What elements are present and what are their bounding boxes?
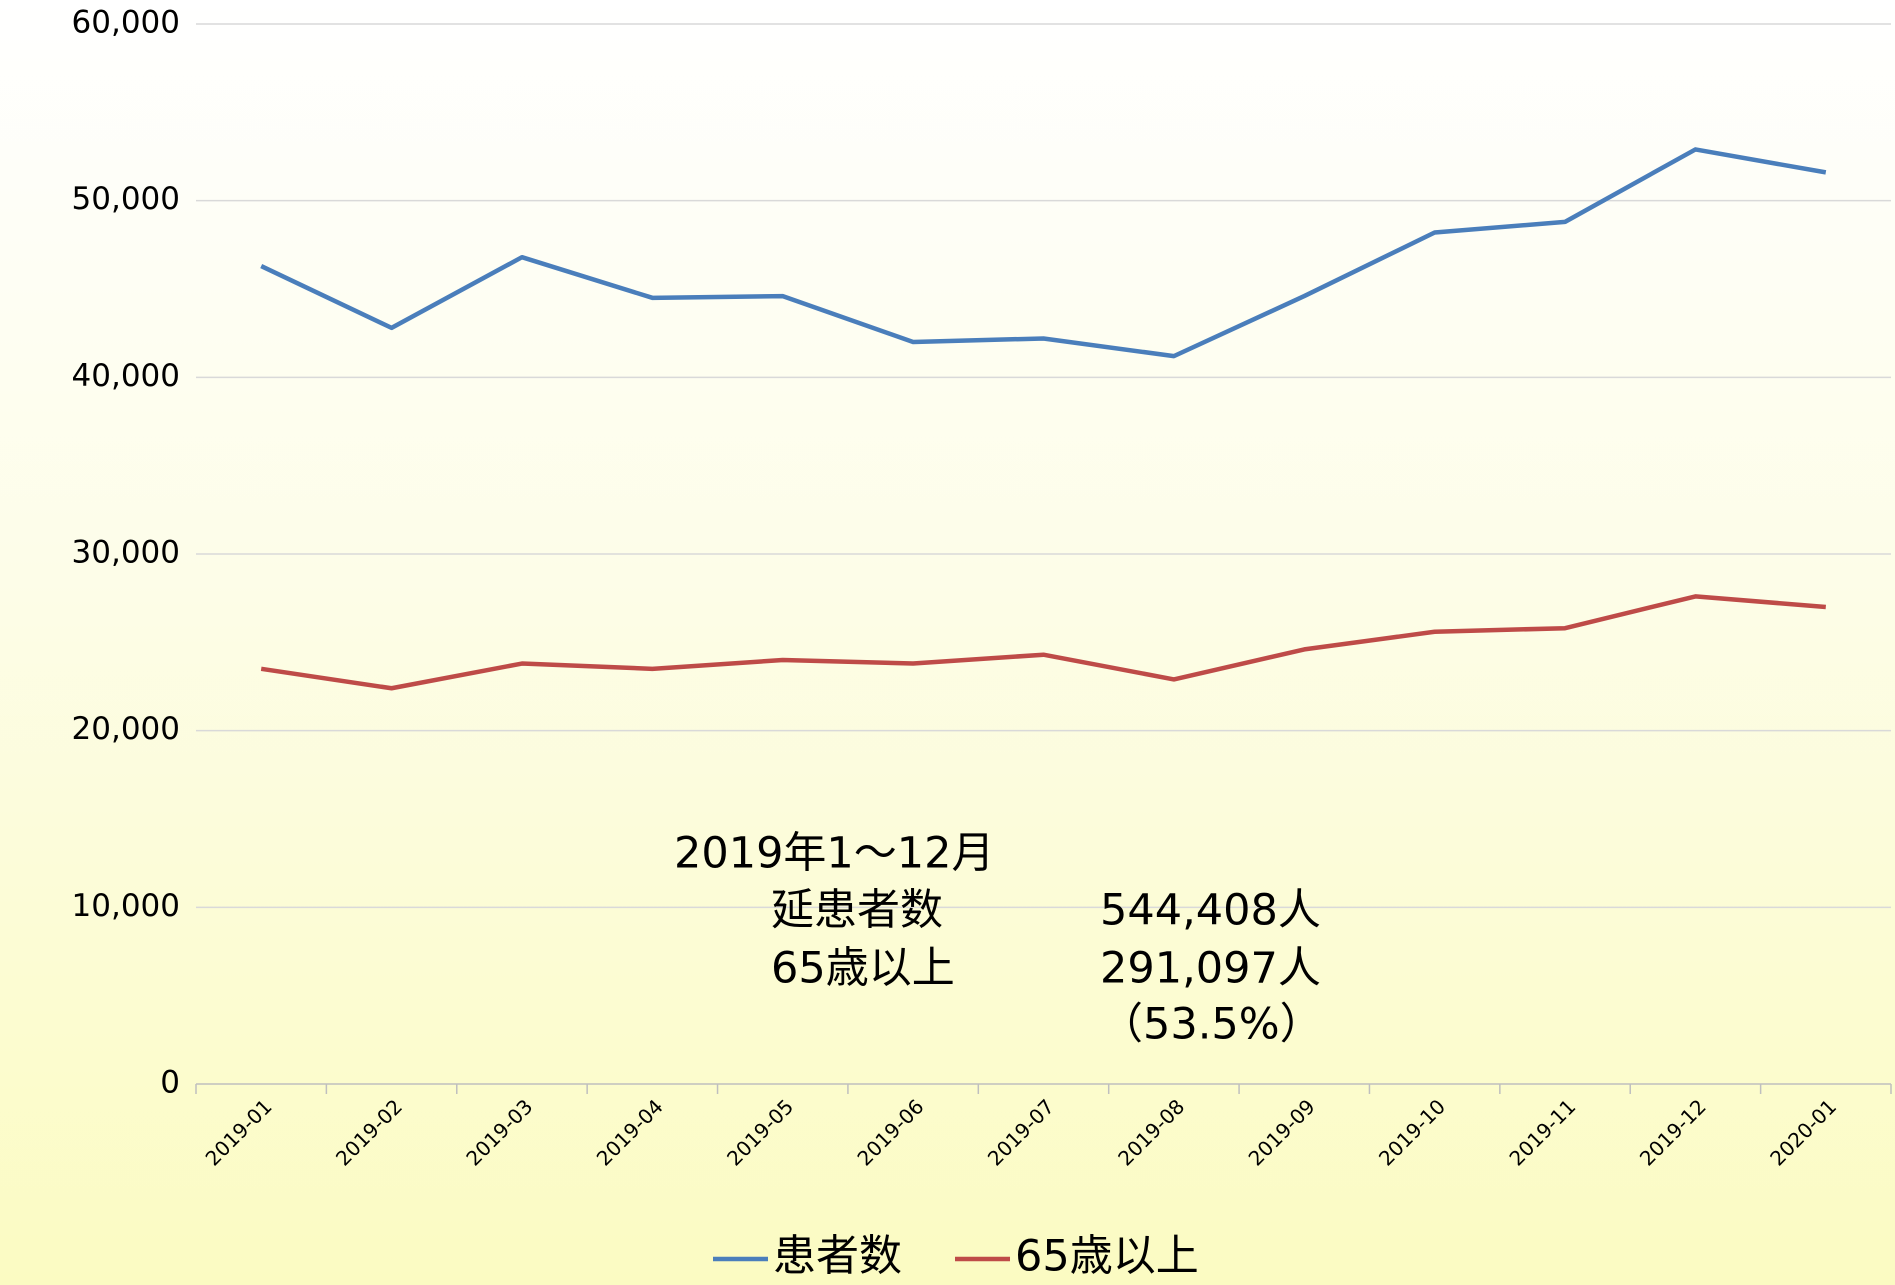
x-tick-label: 2019-04 (592, 1094, 668, 1170)
x-tick-label: 2019-07 (983, 1094, 1059, 1170)
x-tick-label: 2019-09 (1244, 1094, 1320, 1170)
series-line (260, 147, 1827, 359)
annotation: 544,408人 (1100, 886, 1321, 936)
legend-label: 65歳以上 (1015, 1232, 1199, 1282)
annotation: 65歳以上 (771, 944, 955, 994)
x-tick-label: 2019-08 (1113, 1094, 1189, 1170)
y-tick-label: 0 (160, 1065, 180, 1101)
x-tick-label: 2019-01 (201, 1094, 277, 1170)
x-tick-label: 2019-10 (1374, 1094, 1450, 1170)
annotation: 2019年1～12月 (674, 829, 995, 879)
y-tick-label: 20,000 (72, 711, 180, 747)
x-tick-label: 2019-11 (1504, 1094, 1580, 1170)
y-tick-label: 40,000 (72, 358, 180, 394)
y-tick-label: 50,000 (72, 181, 180, 217)
x-tick-label: 2019-12 (1635, 1094, 1711, 1170)
legend-label: 患者数 (773, 1232, 902, 1282)
y-tick-label: 60,000 (72, 5, 180, 41)
x-tick-label: 2020-01 (1765, 1094, 1841, 1170)
x-tick-label: 2019-06 (852, 1094, 928, 1170)
x-tick-label: 2019-03 (461, 1094, 537, 1170)
y-tick-label: 10,000 (72, 888, 180, 924)
annotation: （53.5%） (1100, 1000, 1323, 1050)
y-tick-label: 30,000 (72, 535, 180, 571)
annotation: 延患者数 (771, 886, 943, 936)
x-tick-label: 2019-05 (722, 1094, 798, 1170)
series-line (260, 594, 1826, 691)
annotation: 291,097人 (1100, 944, 1321, 994)
x-tick-label: 2019-02 (331, 1094, 407, 1170)
